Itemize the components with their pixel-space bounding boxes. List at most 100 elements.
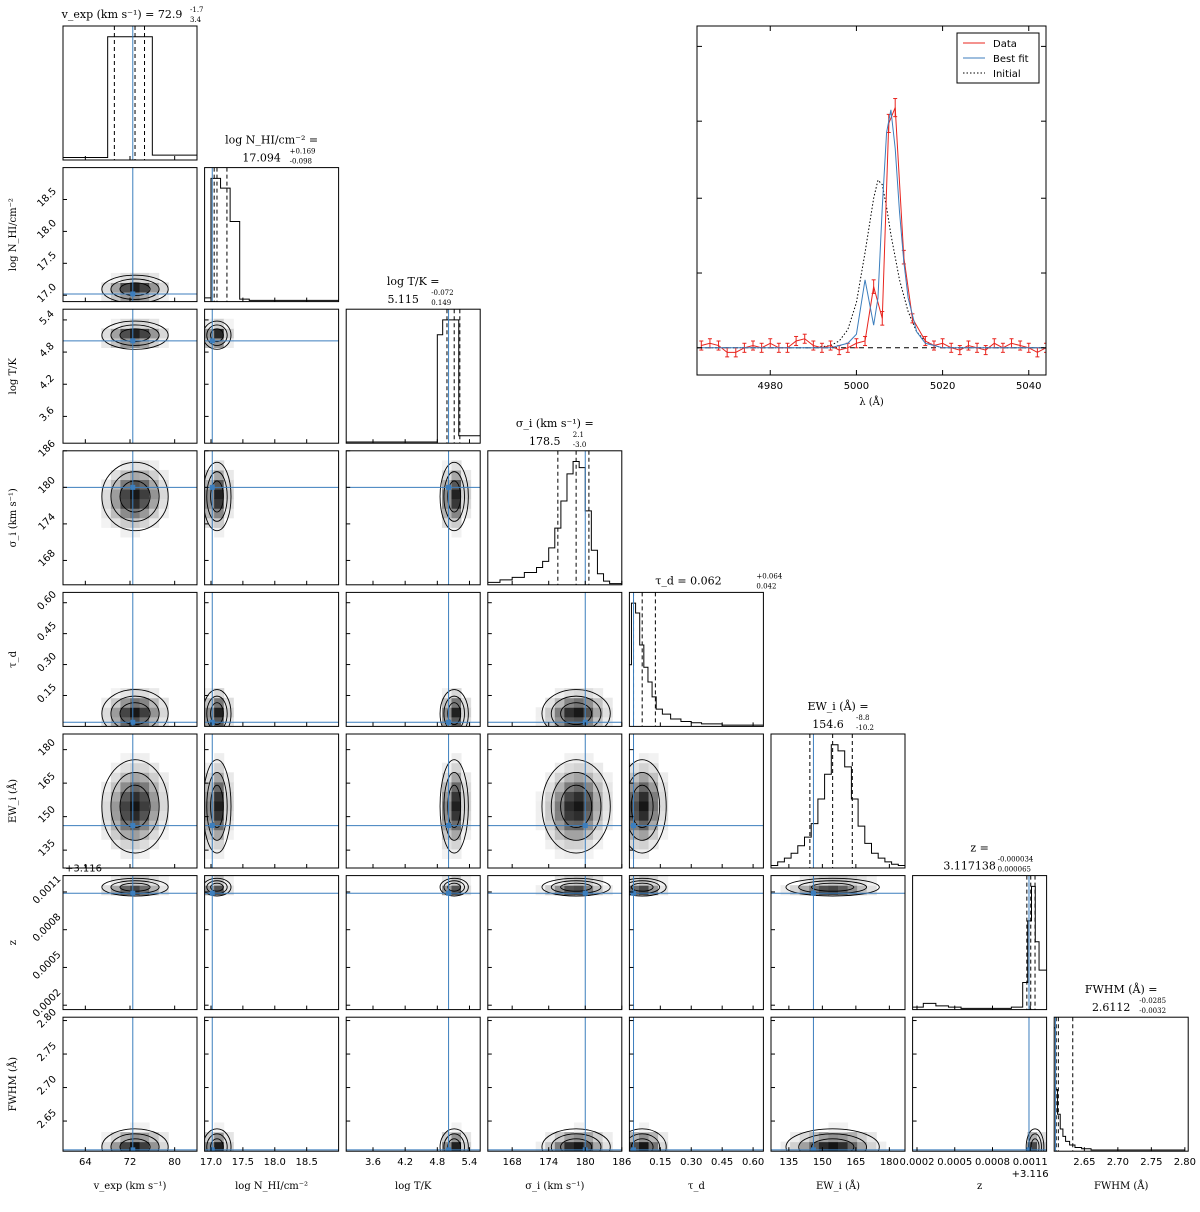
density-cell [593,1141,604,1152]
density-cell [790,1132,801,1143]
truth-marker [446,823,452,829]
truth-marker [130,890,136,896]
density-cell [847,1132,858,1143]
density-cell [564,1132,575,1143]
panel-EW_i-vs-logT [345,733,481,869]
contour-FWHM-vs-tau_d [630,1138,654,1152]
density-cell [223,328,234,339]
panel-FWHM-vs-logN_HI: 17.0 17.5 18.0 18.5 [200,1016,340,1168]
density-cell [130,328,141,339]
contour-EW_i-vs-sigma_i [550,771,602,841]
density-cell [461,697,472,708]
density-cell [554,697,565,708]
y-axis-label-tau_d: τ_d [8,650,19,668]
density-cell [583,781,594,792]
x-tick-label: 4.8 [429,1157,445,1168]
density-cell [110,292,121,302]
density-cell [658,810,669,821]
contour-EW_i-vs-logT [439,759,469,854]
panel-content [629,592,764,727]
truth-marker [631,890,637,896]
panel-frame [487,450,623,586]
density-cell [554,875,565,886]
z-offset-label: +3.116 [1012,1169,1049,1180]
panel-content [346,450,481,585]
density-cell [130,707,141,718]
density-cell [818,885,829,896]
density-cell [441,848,452,859]
diag-title-tau_d: τ_d = 0.062 +0.064 0.042 [655,572,783,590]
panel-content [629,734,764,868]
contour-tau_d-vs-logN_HI [206,695,228,727]
density-cell [120,791,131,802]
density-cell [130,1132,141,1143]
density-cell [461,772,472,783]
density-cell [204,469,215,481]
density-cell [101,328,112,339]
density-cell [101,697,112,708]
histogram-FWHM [1054,1027,1185,1151]
density-cell [101,489,112,500]
contour-z-vs-logT [447,882,462,892]
density-cell [223,829,234,840]
density-cell [828,1132,839,1143]
density-cell [101,517,112,528]
density-cell [658,772,669,783]
density-cell [573,688,585,699]
density-cell [554,772,565,783]
density-cell [139,489,150,500]
panel-content [346,592,481,727]
truth-marker [209,1147,215,1152]
x-tick-label: 0.0005 [937,1157,972,1168]
data-line [701,107,1046,353]
density-cell [223,810,234,821]
spectrum-frame [696,25,1047,376]
density-cell [648,1141,659,1152]
truth-marker [130,291,136,297]
y-tick-label: 2.65 [35,1108,59,1132]
density-cell [638,781,650,792]
panel-frame [1053,1016,1189,1152]
y-tick-label: 0.0011 [31,874,64,907]
density-cell [158,772,169,783]
panel-frame [345,875,481,1011]
density-cell [809,885,820,896]
density-cell [158,1141,169,1152]
density-cell [593,810,604,821]
density-cell [838,1122,849,1133]
contour-sigma_i-vs-v_exp [110,471,160,522]
y-tick-label: 180 [37,737,58,758]
panel-frame [628,875,764,1011]
panel-frame [204,733,340,869]
density-cell [564,772,575,783]
density-cell [120,489,131,500]
panel-content [346,875,481,1010]
density-cell [857,1132,868,1143]
panel-content [63,734,197,868]
density-cell [838,1132,849,1143]
y-tick-label: 135 [37,838,58,859]
diag-title-sub: -0.098 [290,158,312,166]
panel-frame [204,167,340,303]
histogram-EW_i [771,744,905,867]
spectrum-x-axis-label: λ (Å) [859,396,884,408]
density-cell [139,282,150,293]
density-cell [545,697,556,708]
density-cell [120,801,131,812]
density-cell [441,489,452,500]
panel-tau_d-vs-logT [345,591,481,727]
density-cell [648,839,659,850]
density-cell [564,697,575,708]
diag-title-sup: +0.169 [290,148,316,156]
density-cell [545,772,556,783]
panel-frame [628,733,764,869]
histogram-logN_HI [204,177,339,301]
density-cell [818,1132,829,1143]
contour-logN_HI-vs-v_exp [110,278,160,300]
density-cell [149,469,160,481]
x-axis-label-tau_d: τ_d [688,1181,706,1192]
density-cell [149,508,160,519]
panel-FWHM-vs-FWHM: 2.65 2.70 2.75 2.80 [1053,1016,1196,1168]
density-cell [158,707,169,718]
